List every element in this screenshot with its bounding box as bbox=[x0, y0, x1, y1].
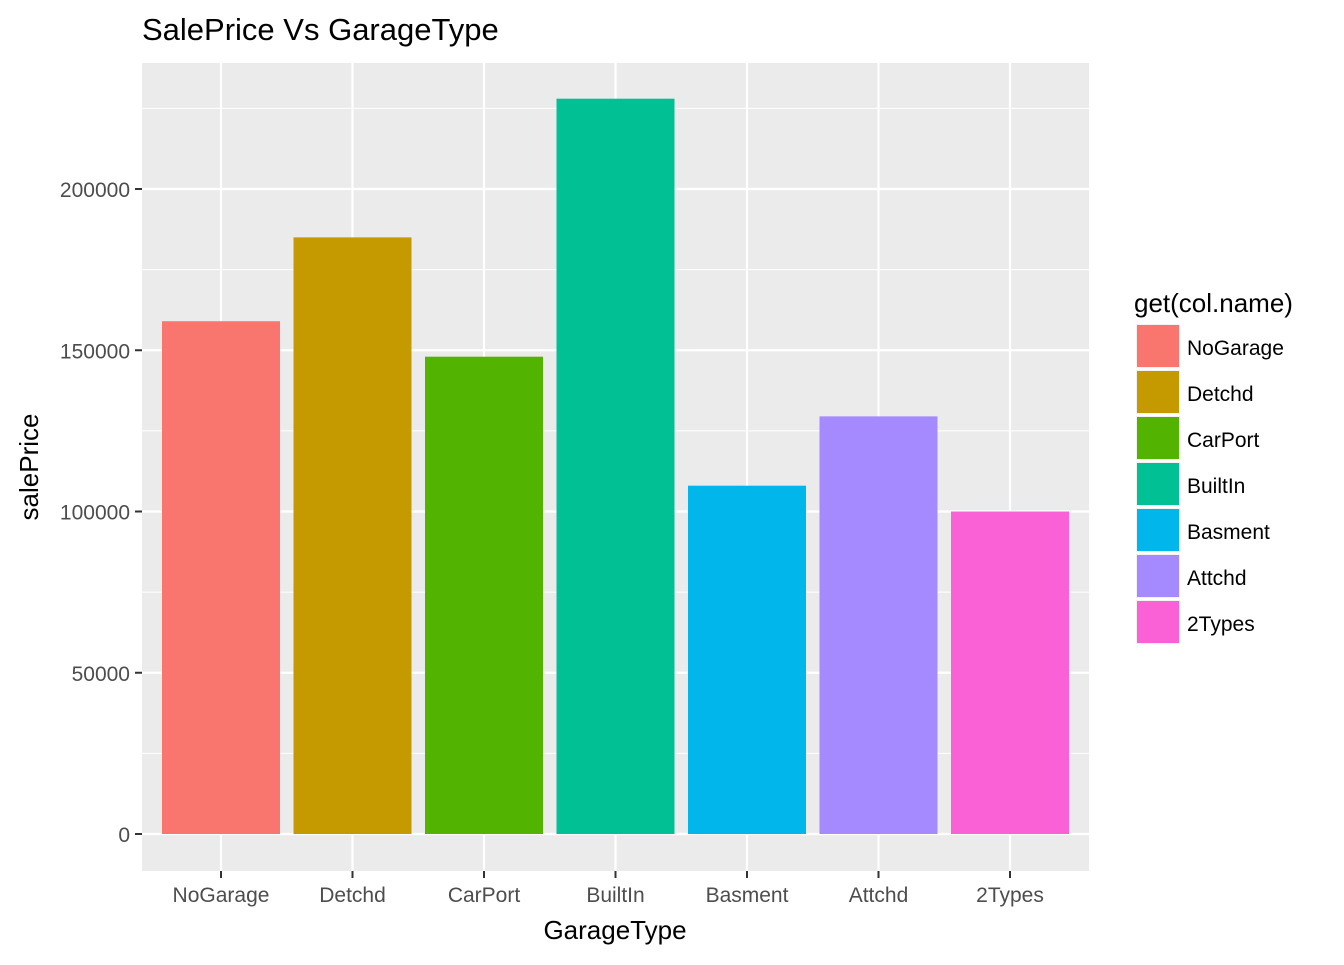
y-axis: 0 50000 100000 150000 200000 bbox=[60, 179, 142, 847]
y-tick-label: 50000 bbox=[72, 663, 130, 686]
bars bbox=[162, 98, 1069, 835]
legend-swatch-nogarage bbox=[1137, 325, 1179, 367]
x-tick-label: NoGarage bbox=[173, 884, 270, 907]
legend-label: Attchd bbox=[1187, 567, 1247, 590]
x-tick-label: 2Types bbox=[976, 884, 1044, 907]
x-tick-label: Basment bbox=[706, 884, 789, 907]
y-tick-label: 200000 bbox=[60, 179, 130, 202]
x-axis-title: GarageType bbox=[543, 915, 686, 945]
legend-swatch-detchd bbox=[1137, 371, 1179, 413]
legend-label: NoGarage bbox=[1187, 337, 1284, 360]
legend-swatch-carport bbox=[1137, 417, 1179, 459]
x-tick-label: Attchd bbox=[849, 884, 909, 907]
legend-label: 2Types bbox=[1187, 613, 1255, 636]
legend: get(col.name) NoGarage Detchd CarPort Built… bbox=[1134, 288, 1293, 644]
x-tick-label: CarPort bbox=[448, 884, 521, 907]
bar-carport bbox=[425, 356, 543, 834]
legend-label: Basment bbox=[1187, 521, 1270, 544]
bar-2types bbox=[951, 511, 1069, 834]
x-axis: NoGarage Detchd CarPort BuiltIn Basment Attch… bbox=[173, 871, 1044, 907]
y-axis-title: salePrice bbox=[14, 414, 44, 521]
legend-label: Detchd bbox=[1187, 383, 1254, 406]
legend-swatch-basment bbox=[1137, 509, 1179, 551]
legend-label: CarPort bbox=[1187, 429, 1260, 452]
y-tick-label: 0 bbox=[118, 824, 130, 847]
legend-swatch-attchd bbox=[1137, 555, 1179, 597]
legend-swatch-2types bbox=[1137, 601, 1179, 643]
x-tick-label: BuiltIn bbox=[586, 884, 644, 907]
y-tick-label: 150000 bbox=[60, 340, 130, 363]
legend-swatch-builtin bbox=[1137, 463, 1179, 505]
bar-builtin bbox=[556, 98, 675, 834]
x-tick-label: Detchd bbox=[319, 884, 386, 907]
chart-title: SalePrice Vs GarageType bbox=[142, 12, 499, 47]
y-tick-label: 100000 bbox=[60, 502, 130, 525]
bar-detchd bbox=[293, 237, 412, 834]
bar-nogarage bbox=[162, 321, 280, 835]
legend-label: BuiltIn bbox=[1187, 475, 1245, 498]
legend-title: get(col.name) bbox=[1134, 288, 1293, 318]
bar-attchd bbox=[819, 416, 938, 834]
bar-basment bbox=[688, 485, 806, 834]
